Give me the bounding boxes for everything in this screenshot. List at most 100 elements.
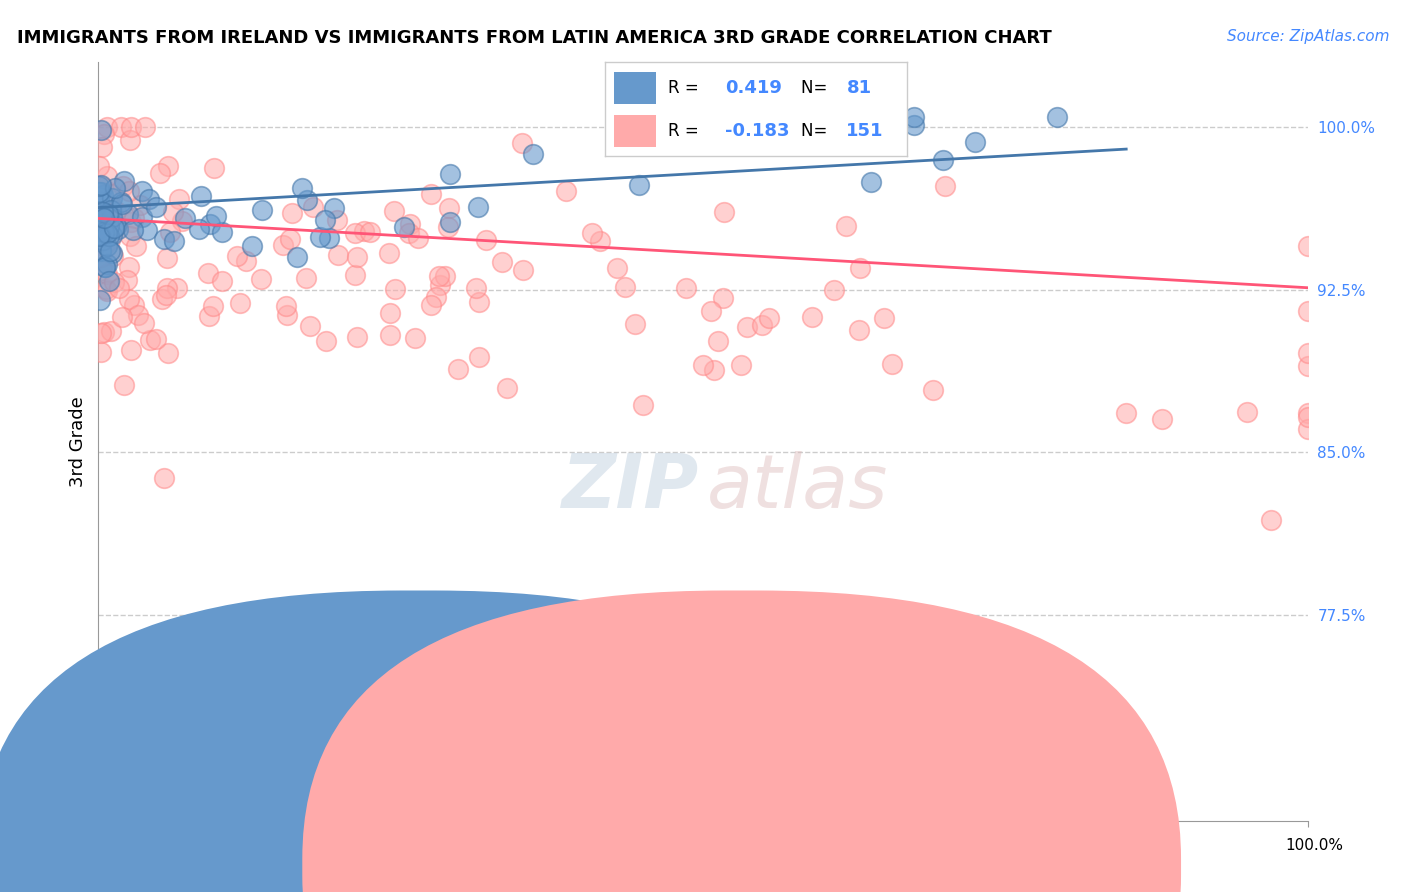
Point [378,246,401,260]
Point [87,159,110,173]
Point [211,225,233,239]
Point [427,269,450,284]
Point [111,310,134,325]
Point [823,283,845,297]
Point [138,192,160,206]
Point [110,195,132,210]
Point [103,221,125,235]
Point [276,299,298,313]
Point [394,220,416,235]
Point [108,280,131,294]
Point [90,326,112,341]
Point [1296,359,1319,373]
Bar [613,115,657,147]
Point [122,211,145,226]
Point [98,244,121,258]
Point [849,607,872,622]
Point [134,120,156,135]
Point [326,213,349,227]
Point [439,201,461,215]
Point [1046,110,1069,124]
Point [922,383,945,397]
Point [434,268,457,283]
Text: Immigrants from Ireland: Immigrants from Ireland [443,858,645,876]
Text: ZIP: ZIP [562,450,699,524]
Point [314,213,336,227]
Point [848,323,870,337]
Point [581,226,603,240]
Point [378,306,401,320]
Point [903,118,925,132]
Point [495,381,517,395]
Text: Source: ZipAtlas.com: Source: ZipAtlas.com [1226,29,1389,44]
Point [240,239,263,253]
Point [97,207,120,221]
Point [91,180,114,194]
Point [711,291,734,305]
Point [89,194,111,209]
Point [96,226,118,240]
Point [87,229,110,244]
Point [1115,406,1137,420]
Point [346,251,368,265]
Point [118,260,141,275]
Text: -0.183: -0.183 [725,122,790,140]
Point [467,200,489,214]
Bar [613,72,657,103]
Point [104,203,127,218]
Point [859,175,882,189]
Point [155,287,177,301]
Point [1296,346,1319,360]
Point [271,238,294,252]
Point [145,200,167,214]
Point [90,251,112,265]
Point [112,174,135,188]
Point [188,222,211,236]
Text: 0.419: 0.419 [725,78,782,96]
Point [295,193,318,207]
Point [903,110,925,124]
Point [468,350,491,364]
Point [751,318,773,333]
Point [225,249,247,263]
Point [628,178,651,192]
Point [849,260,872,275]
Point [875,134,897,148]
Point [96,120,118,135]
Point [229,296,252,310]
Point [112,377,135,392]
Point [758,310,780,325]
Point [90,185,112,199]
Point [1296,239,1319,253]
Text: N=: N= [801,78,832,96]
Text: Immigrants from Latin America: Immigrants from Latin America [766,858,1025,876]
Point [100,228,122,243]
Point [328,248,350,262]
Point [90,345,112,359]
Point [606,260,628,275]
Point [87,230,110,244]
Point [439,214,461,228]
Point [204,210,226,224]
Point [120,120,142,135]
Point [120,215,142,229]
Point [197,266,219,280]
Text: 81: 81 [846,78,872,96]
Point [510,673,533,687]
Point [167,192,190,206]
Point [382,203,405,218]
Point [281,205,304,219]
Point [163,234,186,248]
Point [111,197,134,211]
Point [111,178,134,193]
Point [90,122,112,136]
Point [166,281,188,295]
Point [1296,303,1319,318]
Point [873,311,896,326]
Text: IMMIGRANTS FROM IRELAND VS IMMIGRANTS FROM LATIN AMERICA 3RD GRADE CORRELATION C: IMMIGRANTS FROM IRELAND VS IMMIGRANTS FR… [17,29,1052,46]
Point [139,333,162,347]
Point [359,225,381,239]
Point [315,334,337,348]
Point [136,223,159,237]
Point [346,329,368,343]
